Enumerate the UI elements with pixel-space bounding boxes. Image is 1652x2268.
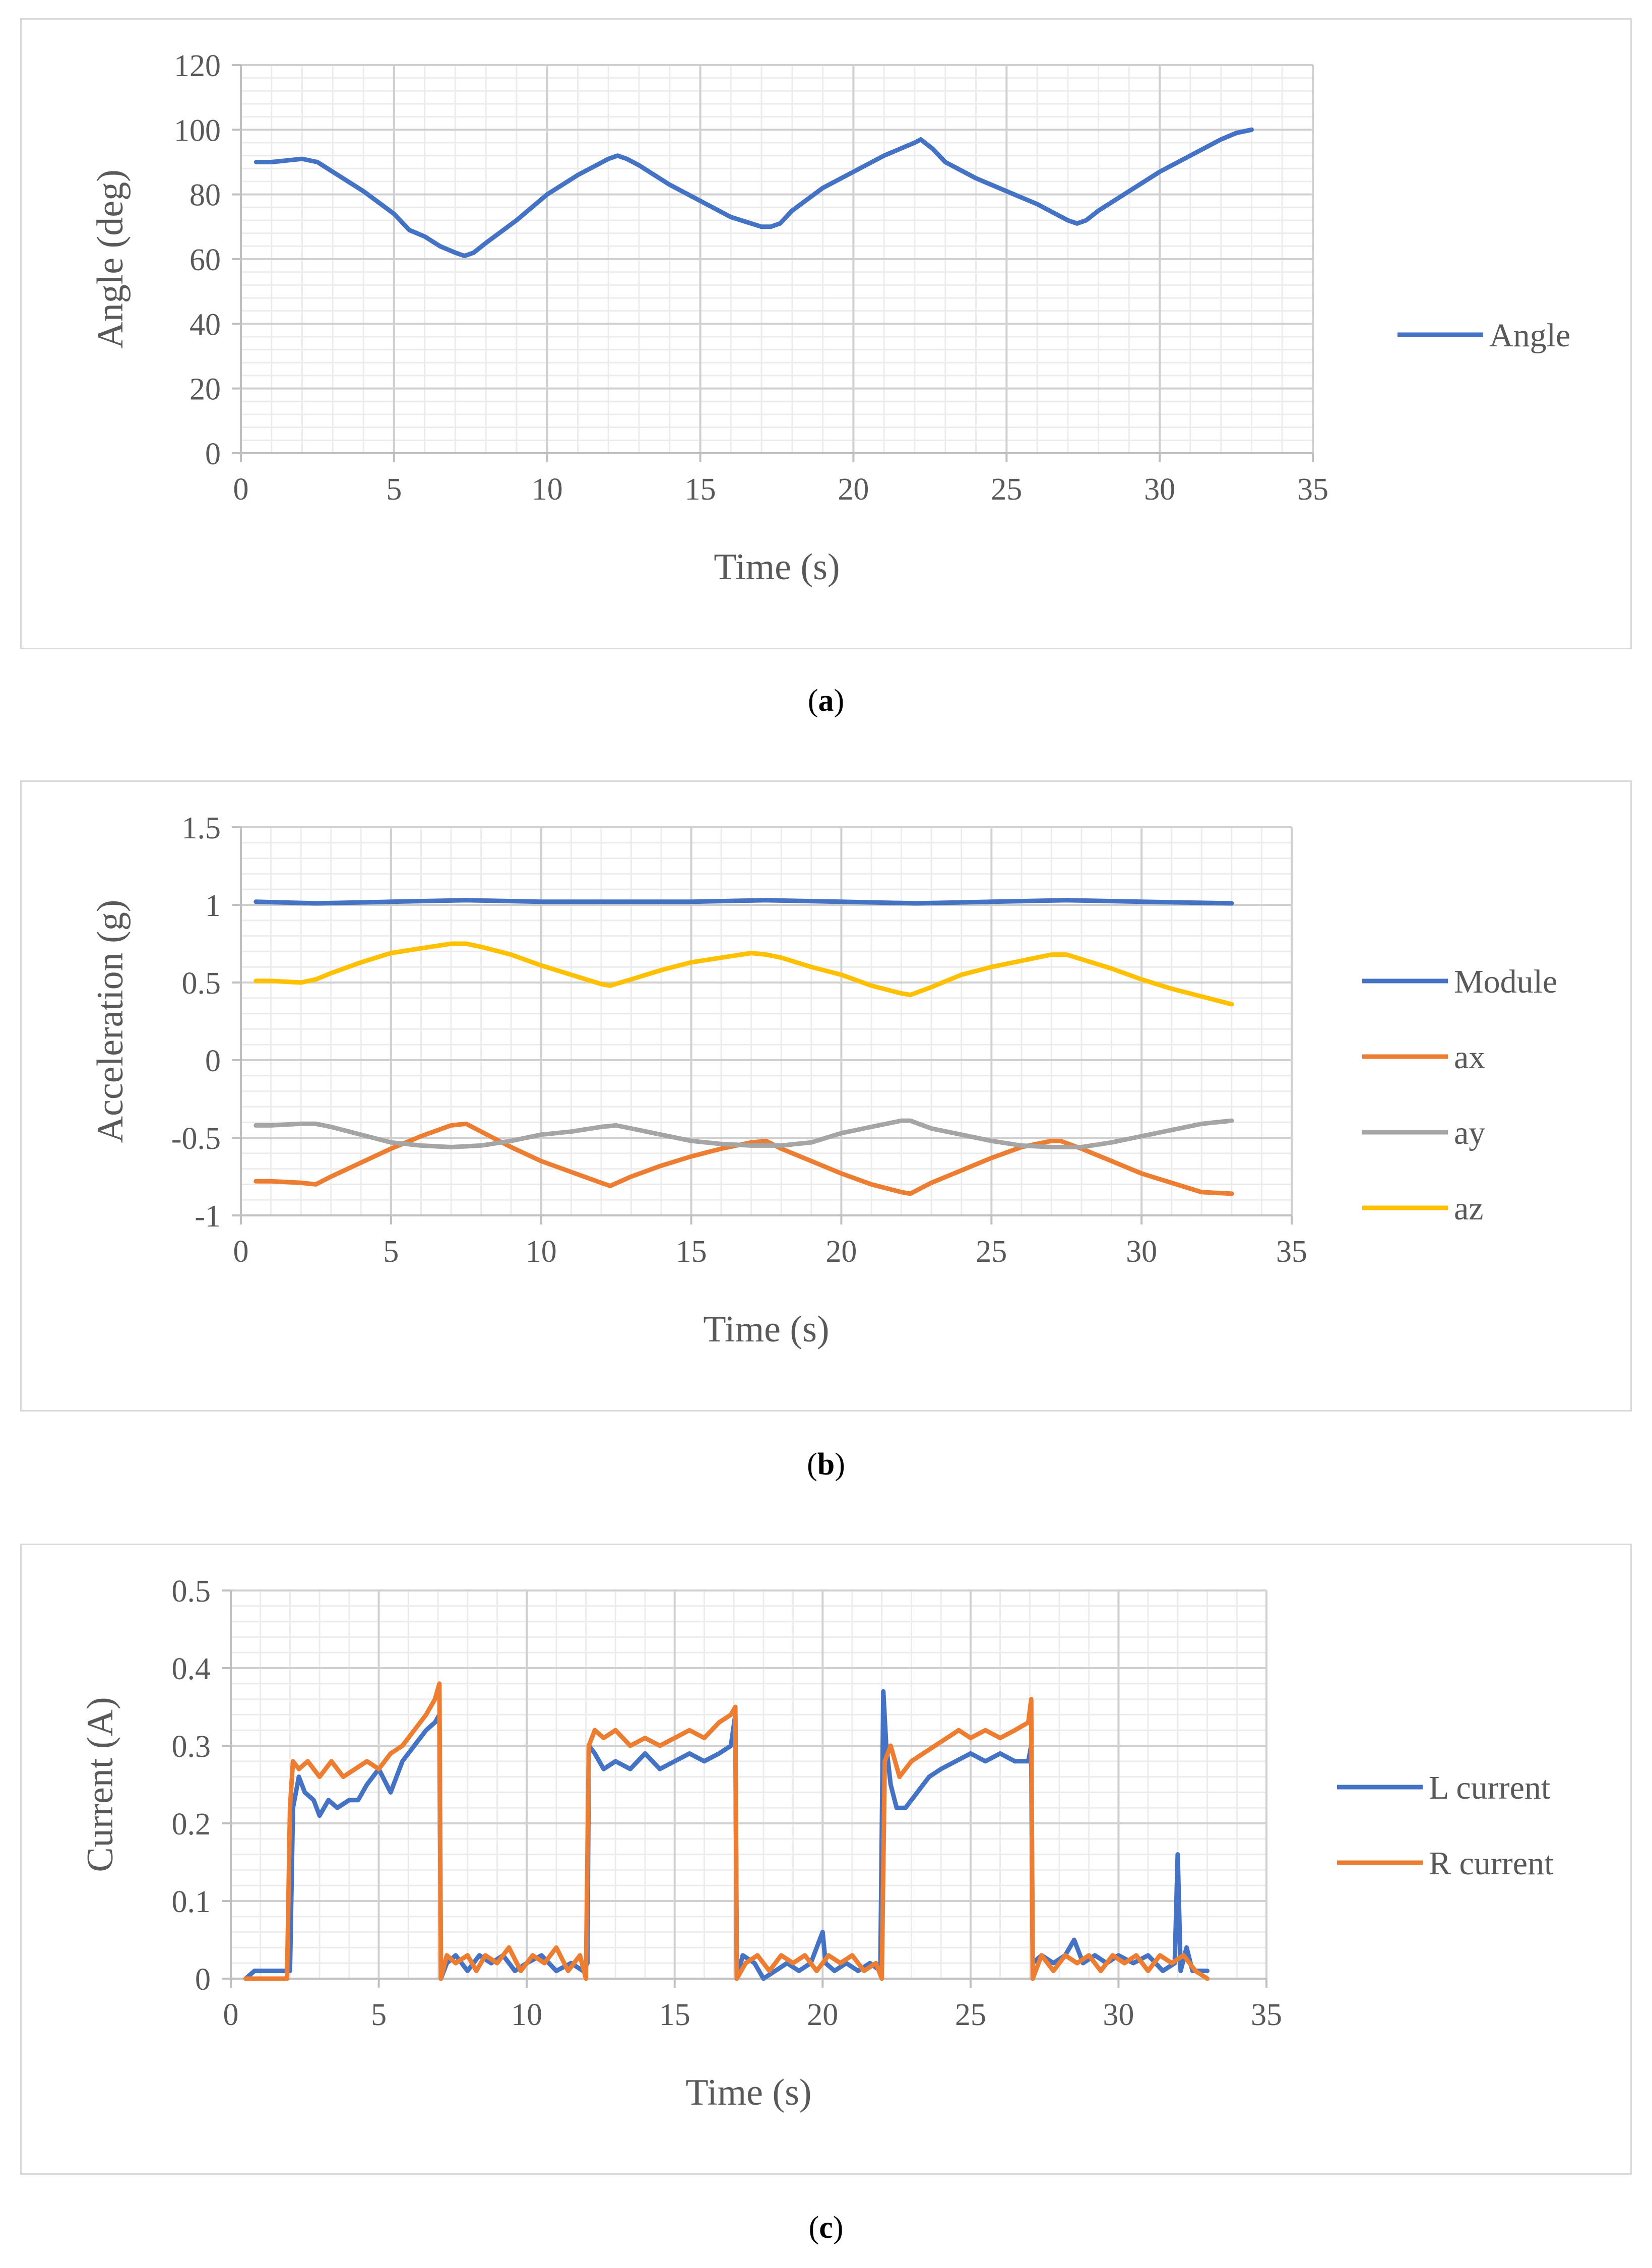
chart-svg-b: 0 5 10 15 20 25 30 35 -1 -0.5 0 0.5 1 1.5 Time (s) Acce… <box>90 811 1557 1350</box>
chart-panel-c: 0 5 10 15 20 25 30 35 0 0.1 0.2 0.3 0.4 0.5 Time (s) Cu… <box>20 1544 1632 2175</box>
y-tick-label: 0.4 <box>172 1652 211 1686</box>
legend-label: ax <box>1454 1039 1485 1076</box>
x-tick-label: 5 <box>386 472 402 507</box>
y-axis-title: Current (A) <box>80 1697 121 1872</box>
x-tick-label: 10 <box>526 1235 557 1269</box>
major-grid <box>240 826 1293 1216</box>
x-axis-title: Time (s) <box>685 2072 811 2113</box>
caption-a-letter: a <box>818 684 834 718</box>
legend-label: az <box>1454 1190 1484 1227</box>
chart-svg-a: 0 5 10 15 20 25 30 35 0 20 40 60 80 100 120 Time (s) Ang… <box>90 49 1570 588</box>
y-tick-label: 120 <box>174 49 221 83</box>
x-tick-label: 35 <box>1297 472 1328 507</box>
y-tick-label: 0.3 <box>172 1730 211 1764</box>
legend-label: R current <box>1429 1845 1553 1882</box>
legend-label: L current <box>1429 1769 1550 1806</box>
series-line-module <box>253 898 1234 906</box>
legend-label: Angle <box>1489 317 1570 354</box>
major-grid <box>240 64 1314 454</box>
series-line-l-current <box>243 1689 1210 1981</box>
y-tick-label: 0.5 <box>182 966 221 1001</box>
series-line-angle <box>253 127 1254 259</box>
y-tick-label: -0.5 <box>171 1122 221 1156</box>
x-tick-label: 10 <box>511 1998 542 2032</box>
legend-label: ay <box>1454 1115 1485 1151</box>
y-tick-label: 40 <box>189 308 221 342</box>
x-tick-label: 30 <box>1103 1998 1134 2032</box>
x-tick-label: 5 <box>371 1998 387 2032</box>
x-tick-label: 0 <box>223 1998 239 2032</box>
x-tick-label: 15 <box>659 1998 690 2032</box>
caption-a-open: ( <box>807 684 818 718</box>
caption-b-close: ) <box>835 1447 845 1482</box>
chart-panel-a: 0 5 10 15 20 25 30 35 0 20 40 60 80 100 120 Time (s) Ang… <box>20 18 1632 649</box>
caption-a: (a) <box>0 683 1652 719</box>
series-line-az <box>253 941 1234 1007</box>
caption-c-close: ) <box>833 2211 844 2245</box>
y-tick-label: 1 <box>205 889 221 923</box>
legend-label: Module <box>1454 963 1557 1000</box>
y-tick-label: 20 <box>189 373 221 407</box>
series-line-r-current <box>243 1681 1210 1981</box>
chart-svg-c: 0 5 10 15 20 25 30 35 0 0.1 0.2 0.3 0.4 0.5 Time (s) Cu… <box>80 1574 1553 2113</box>
x-tick-label: 35 <box>1276 1235 1307 1269</box>
x-tick-label: 35 <box>1251 1998 1282 2032</box>
x-axis-title: Time (s) <box>714 546 840 588</box>
caption-b-letter: b <box>817 1447 835 1482</box>
x-tick-label: 20 <box>838 472 869 507</box>
y-tick-label: 80 <box>189 178 221 213</box>
y-axis-title: Acceleration (g) <box>90 900 131 1143</box>
chart-panel-b: 0 5 10 15 20 25 30 35 -1 -0.5 0 0.5 1 1.5 Time (s) Acce… <box>20 780 1632 1412</box>
y-tick-label: 0 <box>195 1963 211 1997</box>
caption-b-open: ( <box>807 1447 817 1482</box>
x-tick-label: 0 <box>233 1235 249 1269</box>
y-tick-label: 0 <box>205 1044 221 1078</box>
x-tick-label: 30 <box>1126 1235 1157 1269</box>
x-tick-label: 15 <box>685 472 716 507</box>
x-tick-label: 10 <box>532 472 563 507</box>
x-tick-label: 20 <box>807 1998 838 2032</box>
caption-b: (b) <box>0 1447 1652 1483</box>
x-tick-label: 0 <box>233 472 249 507</box>
x-axis-title: Time (s) <box>703 1309 829 1350</box>
x-tick-label: 5 <box>383 1235 399 1269</box>
minor-grid <box>240 826 1293 1216</box>
x-tick-label: 25 <box>991 472 1022 507</box>
x-tick-label: 25 <box>955 1998 986 2032</box>
caption-c: (c) <box>0 2210 1652 2246</box>
y-axis-title: Angle (deg) <box>90 169 131 348</box>
series-line-ax <box>253 1121 1234 1196</box>
y-tick-label: 100 <box>174 113 221 148</box>
y-tick-label: 1.5 <box>182 811 221 845</box>
y-tick-label: -1 <box>195 1199 221 1234</box>
x-tick-label: 30 <box>1144 472 1175 507</box>
caption-c-open: ( <box>808 2211 819 2245</box>
y-tick-label: 0.2 <box>172 1807 211 1842</box>
x-tick-label: 15 <box>676 1235 707 1269</box>
caption-a-close: ) <box>834 684 845 718</box>
y-tick-label: 0.5 <box>172 1574 211 1609</box>
y-tick-label: 60 <box>189 243 221 277</box>
x-tick-label: 20 <box>825 1235 857 1269</box>
series-line-ay <box>253 1118 1234 1149</box>
y-tick-label: 0.1 <box>172 1885 211 1919</box>
y-tick-label: 0 <box>205 437 221 471</box>
caption-c-letter: c <box>819 2211 833 2245</box>
x-tick-label: 25 <box>976 1235 1007 1269</box>
